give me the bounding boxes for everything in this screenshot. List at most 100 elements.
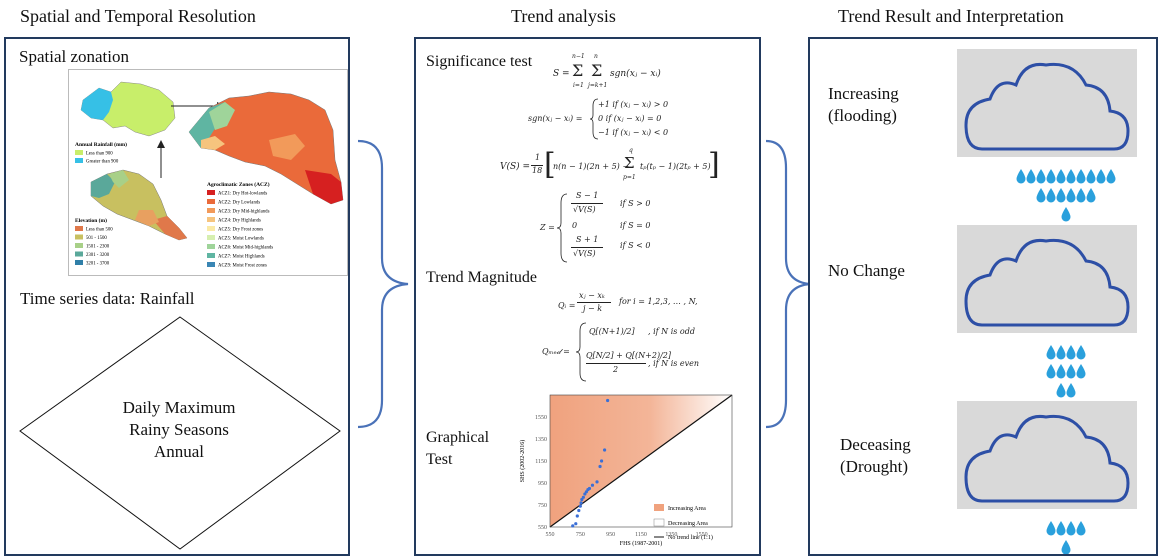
elevation-legend-swatch bbox=[75, 243, 83, 248]
acz-legend-label: ACZ5: Moist Lowlands bbox=[218, 237, 264, 242]
trend-magnitude-label: Trend Magnitude bbox=[426, 269, 537, 286]
rain-drop-icon bbox=[1046, 345, 1056, 360]
result-3-line1: Deceasing bbox=[840, 435, 911, 454]
chart-xlabel: FHS (1987-2001) bbox=[620, 540, 663, 547]
z-brace bbox=[557, 193, 568, 263]
scatter-point bbox=[599, 459, 604, 463]
elevation-legend-label: 501 - 1500 bbox=[86, 236, 107, 241]
scatter-point bbox=[579, 501, 583, 505]
rain-drop-icon bbox=[1066, 169, 1076, 184]
scatter-point bbox=[598, 464, 602, 469]
rain-cloud-icon bbox=[957, 225, 1137, 417]
z-case1-num: S − 1 bbox=[576, 191, 599, 200]
var-frac-den: 18 bbox=[532, 166, 543, 175]
elevation-legend-label: 1501 - 2300 bbox=[86, 245, 110, 250]
rain-cloud-icon bbox=[957, 401, 1137, 554]
acz-legend-label: ACZ9: Moist Frost zones bbox=[218, 264, 267, 269]
rain-drop-icon bbox=[1066, 364, 1076, 379]
spatial-temporal-panel: Spatial zonation bbox=[4, 37, 350, 556]
rain-drop-icon bbox=[1056, 521, 1066, 536]
spatial-zonation-label: Spatial zonation bbox=[19, 47, 130, 66]
qmed-case2-num: Q[N/2] + Q[(N+2)/2] bbox=[586, 351, 671, 360]
acz-legend-label: ACZ4: Dry Highlands bbox=[218, 219, 261, 224]
y-tick-label: 1150 bbox=[535, 459, 547, 465]
rain-drop-icon bbox=[1046, 521, 1056, 536]
qmed-case2-den: 2 bbox=[613, 365, 619, 374]
elevation-legend-label: 3201 - 3700 bbox=[86, 262, 110, 267]
rain-drop-icon bbox=[1056, 383, 1066, 398]
scatter-point bbox=[574, 522, 578, 526]
col2-title: Trend analysis bbox=[511, 6, 616, 26]
scatter-point bbox=[603, 448, 607, 452]
elevation-legend-label: 2301 - 3200 bbox=[86, 253, 110, 258]
cloud-background bbox=[957, 49, 1137, 157]
y-tick-label: 550 bbox=[538, 525, 547, 531]
rain-drop-icon bbox=[1096, 169, 1106, 184]
elevation-legend-swatch bbox=[75, 260, 83, 265]
s-formula-sum2: Σ bbox=[591, 61, 603, 80]
result-3-line2: (Drought) bbox=[840, 457, 908, 476]
rain-drop-icon bbox=[1076, 345, 1086, 360]
col3-title: Trend Result and Interpretation bbox=[838, 6, 1064, 26]
x-tick-label: 950 bbox=[606, 532, 615, 538]
var-frac-bar bbox=[531, 165, 543, 166]
rainfall-legend-label: Less than 900 bbox=[86, 152, 113, 157]
acz-legend-title: Agroclimatic Zones (ACZ) bbox=[207, 181, 270, 188]
acz-legend-label: ACZ5: Dry Frost zones bbox=[218, 228, 263, 233]
graphical-test-label-2: Test bbox=[426, 451, 453, 468]
rain-drop-icon bbox=[1056, 364, 1066, 379]
temporal-diamond bbox=[19, 316, 341, 550]
rainfall-legend-label: Greater than 900 bbox=[86, 160, 119, 165]
x-tick-label: 1150 bbox=[635, 532, 647, 538]
elevation-legend-label: Less than 500 bbox=[86, 228, 113, 233]
s-formula-sum1-top: n−1 bbox=[572, 53, 585, 60]
sgn-case-1: +1 if (xⱼ − xᵢ) > 0 bbox=[598, 100, 669, 109]
acz-legend-swatch bbox=[207, 226, 215, 231]
elevation-legend-swatch bbox=[75, 226, 83, 231]
cloud-outline bbox=[964, 238, 1130, 327]
rain-cloud-icon bbox=[957, 49, 1137, 222]
z-case2-cond: if S = 0 bbox=[620, 221, 651, 230]
rain-drop-icon bbox=[1066, 383, 1076, 398]
rain-drop-icon bbox=[1046, 188, 1056, 203]
z-case1-den: √V(S) bbox=[573, 205, 596, 214]
var-frac-num: 1 bbox=[535, 153, 541, 162]
result-2-line1: No Change bbox=[828, 261, 905, 280]
rain-drop-icon bbox=[1016, 169, 1026, 184]
qi-lhs: Qᵢ = bbox=[558, 301, 576, 310]
acz-legend-label: ACZ6: Moist Mid-highlands bbox=[218, 246, 273, 251]
graphical-test-chart: 550 750 950 1150 1350 1550 550 750 950 1150 1350 1… bbox=[519, 394, 733, 547]
legend-decreasing-swatch bbox=[653, 518, 665, 527]
timeseries-label: Time series data: Rainfall bbox=[20, 289, 195, 308]
acz-legend-swatch bbox=[207, 262, 215, 267]
legend-decreasing-label: Decreasing Area bbox=[668, 521, 708, 527]
acz-legend-label: ACZ2: Dry Lowlands bbox=[218, 201, 260, 206]
result-1-line1: Increasing bbox=[828, 84, 899, 103]
rain-drop-icon bbox=[1076, 364, 1086, 379]
x-tick-label: 1550 bbox=[696, 532, 708, 538]
acz-legend-label: ACZ7: Moist Highlands bbox=[218, 255, 265, 260]
rain-drop-icon bbox=[1066, 188, 1076, 203]
chart-ylabel: SHS (2002-2016) bbox=[519, 440, 526, 483]
qi-cond: for i = 1,2,3, … , N, bbox=[619, 297, 698, 306]
acz-legend-swatch bbox=[207, 244, 215, 249]
s-formula-lhs: S = bbox=[553, 69, 570, 79]
plot-frame bbox=[549, 394, 733, 528]
qmed-case1-cond: , if N is odd bbox=[648, 327, 695, 336]
cloud-background bbox=[957, 401, 1137, 509]
result-1-line2: (flooding) bbox=[828, 106, 897, 125]
acz-legend-label: ACZ1: Dry Hot-lowlands bbox=[218, 192, 267, 197]
var-bracket-open: [ bbox=[544, 147, 556, 182]
rainfall-legend-swatch bbox=[75, 150, 83, 155]
z-case3-num: S + 1 bbox=[576, 235, 599, 244]
sgn-case-3: −1 if (xⱼ − xᵢ) < 0 bbox=[598, 128, 669, 137]
trend-analysis-panel: Significance test S = n−1 Σ i=1 n Σ j=k+… bbox=[414, 37, 761, 556]
legend-line-label: No trend line (1:1) bbox=[668, 534, 713, 541]
rain-drop-icon bbox=[1046, 364, 1056, 379]
cloud-outline bbox=[964, 414, 1130, 503]
sgn-case-2: 0 if (xⱼ − xᵢ) = 0 bbox=[598, 114, 662, 123]
qmed-case2-bar bbox=[586, 363, 646, 364]
rain-drop-icon bbox=[1026, 169, 1036, 184]
rainfall-legend-title: Annual Rainfall (mm) bbox=[75, 141, 127, 148]
acz-legend-label: ACZ3: Dry Mid-highlands bbox=[218, 210, 270, 215]
